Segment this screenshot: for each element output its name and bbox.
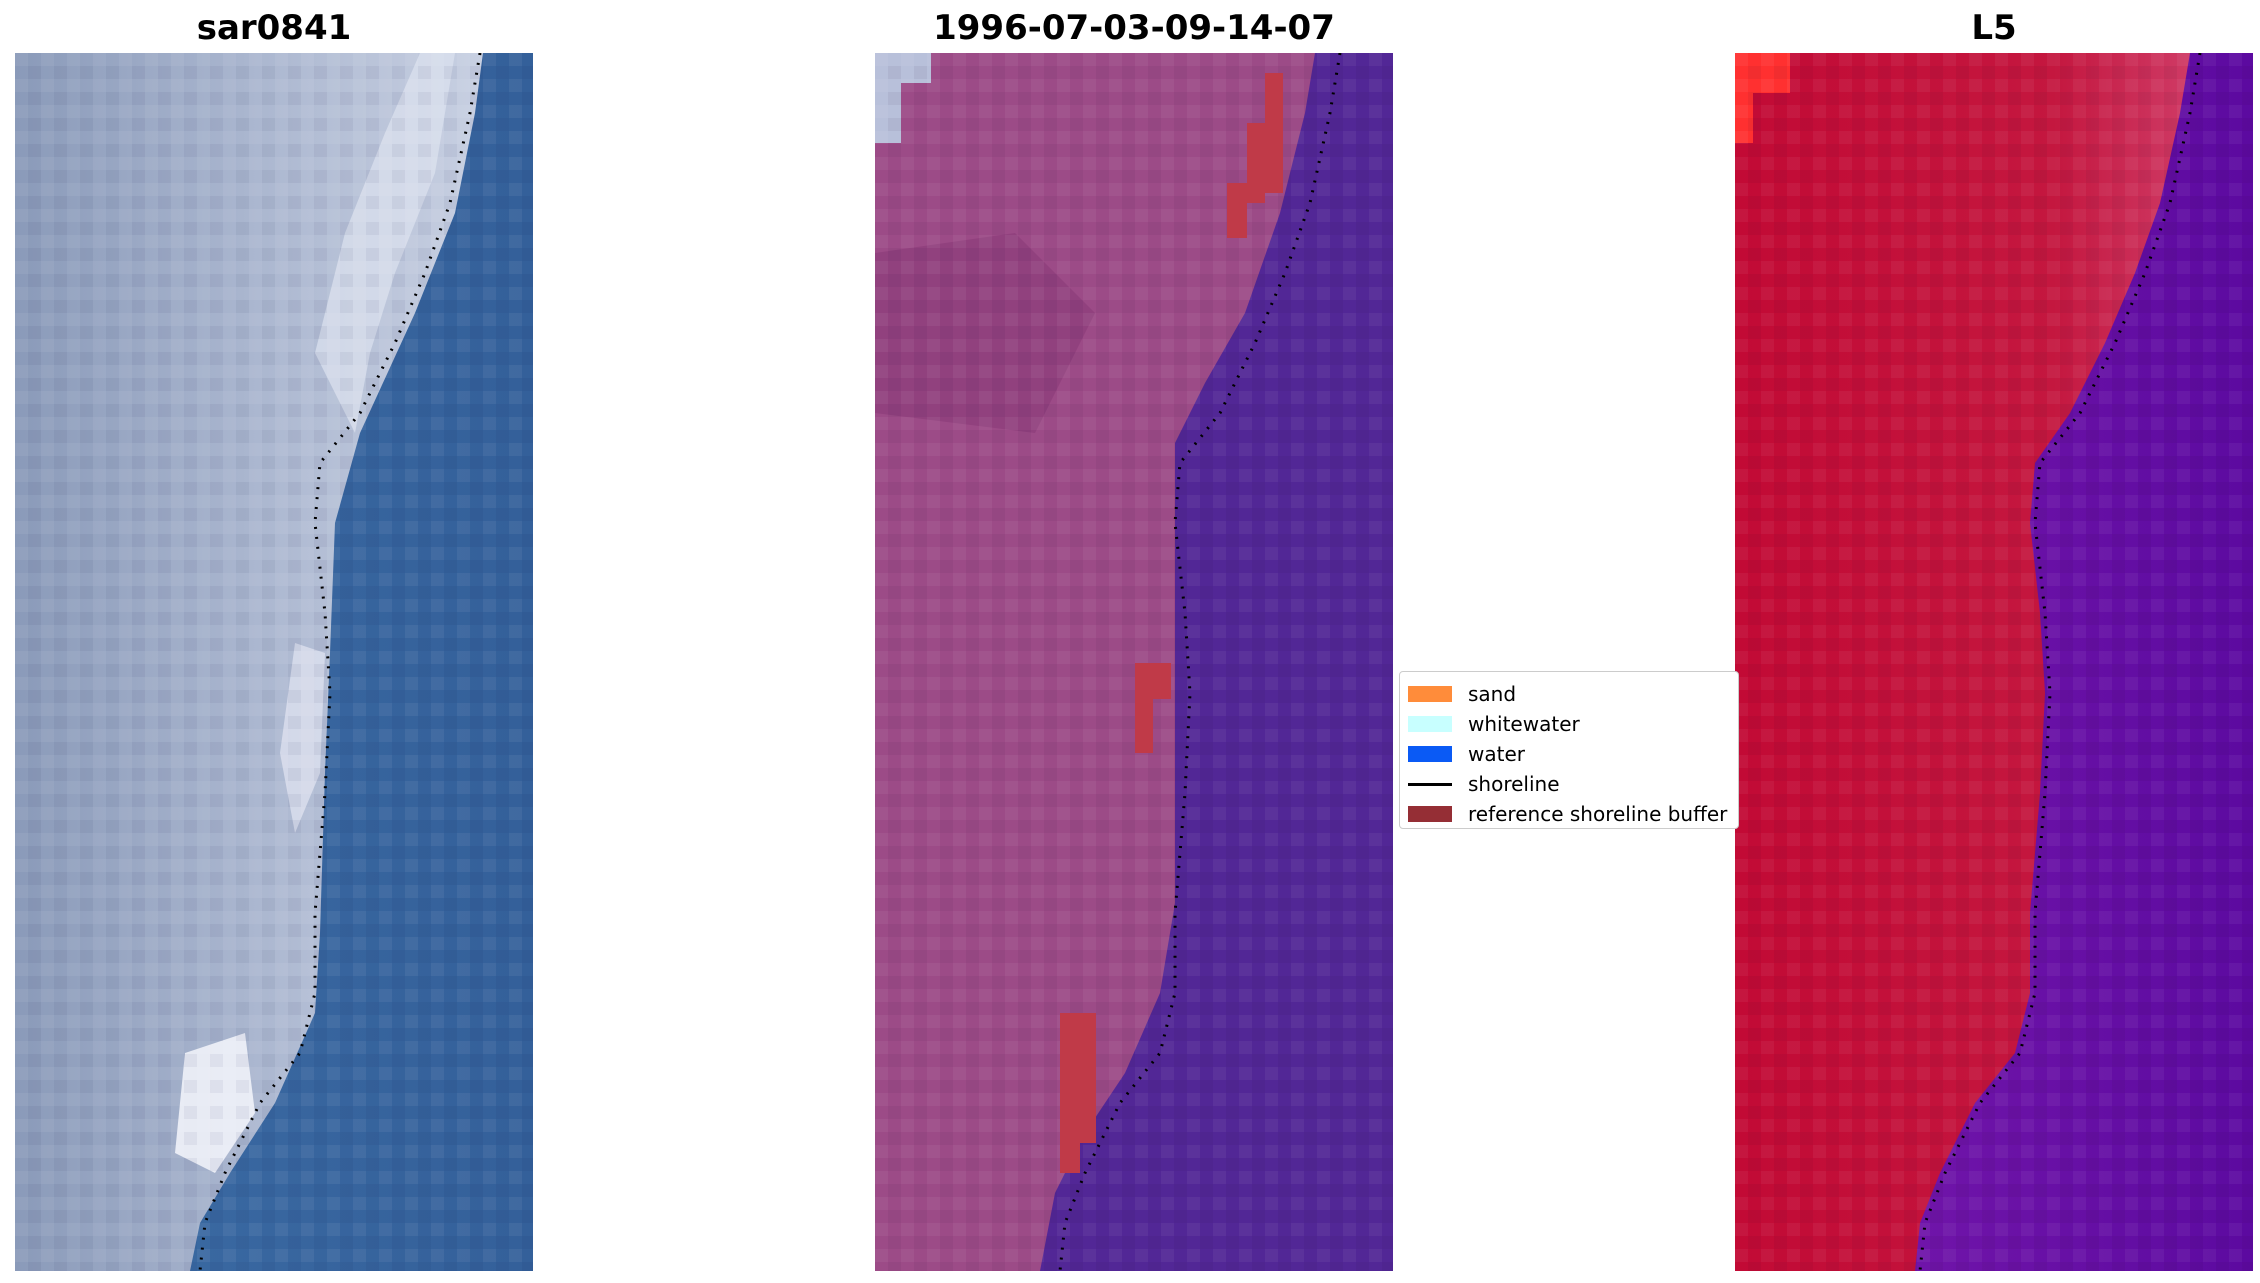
rgb-image xyxy=(15,53,533,1271)
rgb-image-panel xyxy=(15,53,533,1271)
false-color-image xyxy=(1735,53,2253,1271)
legend-line-shoreline xyxy=(1408,782,1452,786)
legend-label: reference shoreline buffer xyxy=(1468,802,1728,826)
legend-item-sand: sand xyxy=(1408,681,1516,707)
legend-swatch-sand xyxy=(1408,686,1452,702)
legend-item-whitewater: whitewater xyxy=(1408,711,1580,737)
classified-image xyxy=(875,53,1393,1271)
legend-label: sand xyxy=(1468,682,1517,706)
legend-item-reference-shoreline-buffer: reference shoreline buffer xyxy=(1408,801,1727,827)
false-color-image-panel xyxy=(1735,53,2253,1271)
legend-label: whitewater xyxy=(1468,712,1580,736)
legend: sand whitewater water shoreline referenc… xyxy=(1399,671,1739,829)
legend-item-water: water xyxy=(1408,741,1525,767)
legend-item-shoreline: shoreline xyxy=(1408,771,1560,797)
legend-swatch-whitewater xyxy=(1408,716,1452,732)
panel-title-classified: 1996-07-03-09-14-07 xyxy=(933,8,1335,48)
panel-title-rgb: sar0841 xyxy=(196,8,352,48)
legend-label: water xyxy=(1468,742,1525,766)
panel-title-false-color: L5 xyxy=(1971,8,2017,48)
classified-image-panel xyxy=(875,53,1393,1271)
legend-swatch-reference-shoreline-buffer xyxy=(1408,806,1452,822)
legend-swatch-water xyxy=(1408,746,1452,762)
legend-label: shoreline xyxy=(1468,772,1560,796)
